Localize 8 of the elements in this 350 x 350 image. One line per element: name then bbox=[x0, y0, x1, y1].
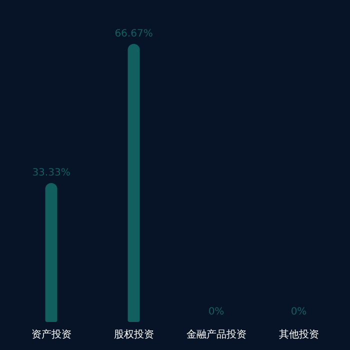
x-tick-label: 金融产品投资 bbox=[186, 328, 246, 340]
data-label: 0% bbox=[290, 306, 307, 318]
x-tick-label: 其他投资 bbox=[278, 328, 319, 340]
data-label: 0% bbox=[208, 306, 224, 318]
x-tick-label: 股权投资 bbox=[114, 328, 154, 340]
data-label: 33.33% bbox=[32, 167, 70, 178]
data-label: 66.67% bbox=[114, 28, 153, 40]
x-tick-label: 资产投资 bbox=[31, 328, 72, 340]
